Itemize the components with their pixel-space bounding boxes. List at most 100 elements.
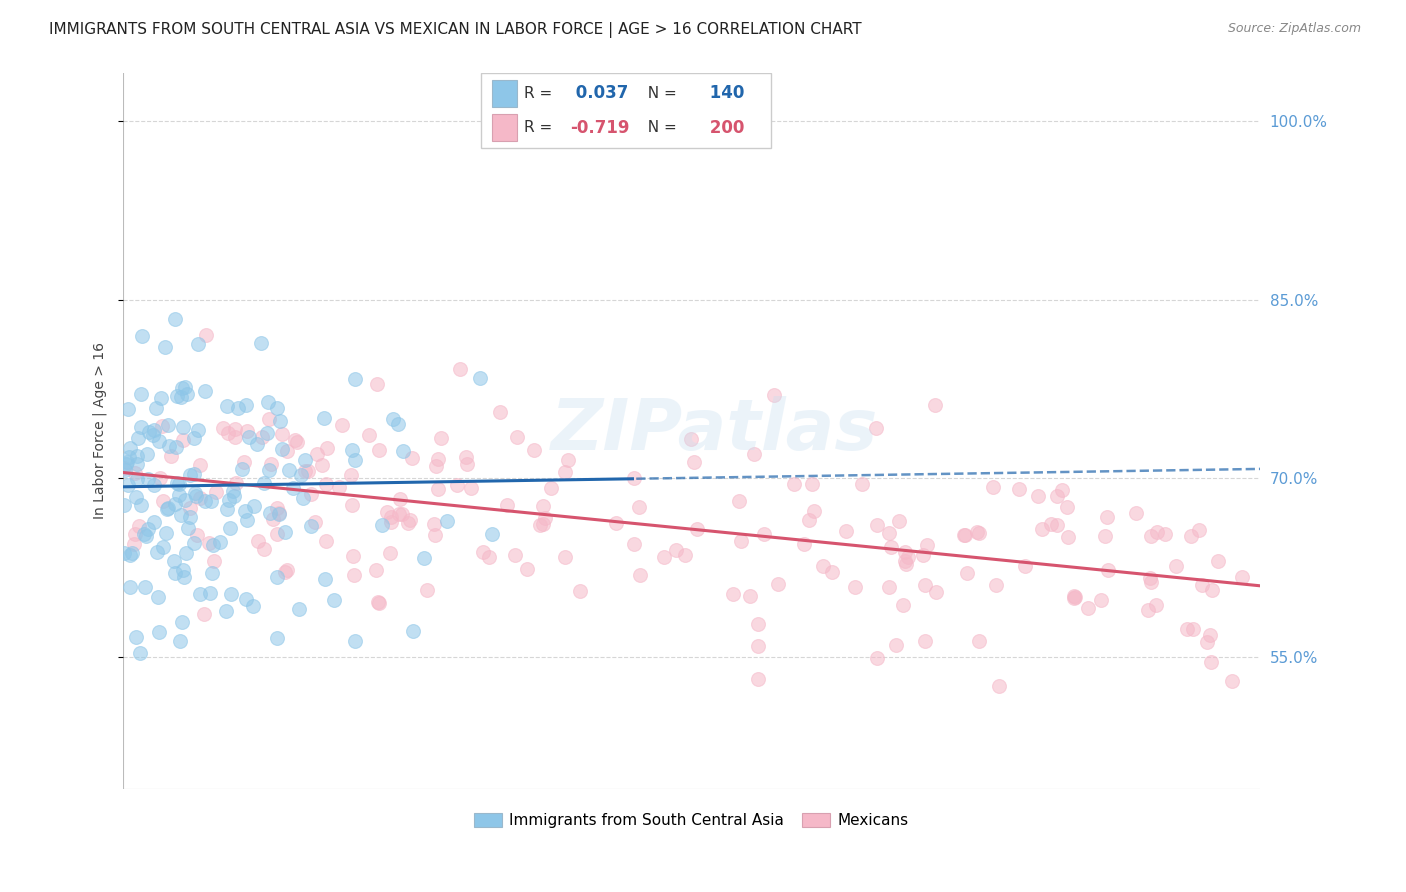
Point — [1063, 590, 1085, 604]
Point — [375, 505, 398, 519]
Point — [122, 536, 145, 550]
Point — [129, 498, 152, 512]
Point — [821, 565, 844, 579]
Point — [156, 501, 179, 516]
Point — [188, 587, 211, 601]
Point — [212, 421, 235, 435]
Point — [844, 580, 866, 594]
Point — [762, 388, 785, 402]
Point — [160, 449, 183, 463]
Point — [297, 464, 319, 478]
Point — [1146, 524, 1168, 539]
Point — [1166, 558, 1188, 573]
Point — [851, 476, 873, 491]
Point — [169, 633, 191, 648]
Point — [914, 578, 936, 592]
Point — [533, 511, 555, 525]
Point — [478, 550, 501, 565]
Point — [531, 516, 554, 531]
Point — [969, 634, 991, 648]
Bar — [492, 79, 517, 107]
Point — [1050, 483, 1073, 498]
Point — [966, 524, 988, 539]
Point — [340, 498, 363, 512]
Point — [283, 481, 305, 495]
Point — [673, 548, 696, 562]
Point — [865, 421, 887, 435]
Point — [304, 515, 326, 529]
Point — [156, 417, 179, 432]
Point — [149, 392, 172, 406]
Point — [1057, 530, 1080, 544]
Point — [242, 499, 264, 513]
Point — [257, 463, 280, 477]
Point — [1095, 509, 1118, 524]
Text: ZIPatlas: ZIPatlas — [551, 396, 877, 466]
Point — [343, 372, 366, 386]
Point — [112, 461, 135, 475]
Point — [146, 545, 169, 559]
Point — [449, 362, 471, 376]
Point — [342, 549, 364, 563]
Point — [370, 518, 392, 533]
Point — [218, 521, 240, 535]
Point — [1188, 523, 1211, 537]
Point — [200, 566, 222, 580]
Point — [366, 377, 388, 392]
Point — [157, 440, 180, 454]
Point — [135, 529, 157, 543]
Point — [266, 569, 288, 583]
Point — [285, 434, 308, 449]
Point — [468, 370, 491, 384]
Point — [117, 478, 139, 492]
Point — [266, 401, 288, 416]
Point — [187, 337, 209, 351]
Point — [125, 450, 148, 464]
Point — [1046, 489, 1069, 503]
Point — [172, 381, 194, 395]
Point — [1220, 674, 1243, 689]
Bar — [492, 114, 517, 142]
Point — [177, 520, 200, 534]
Point — [623, 537, 645, 551]
Point — [915, 537, 938, 551]
Point — [416, 582, 439, 597]
Point — [148, 591, 170, 605]
Point — [183, 536, 205, 550]
Point — [163, 566, 186, 580]
Point — [145, 401, 167, 416]
Point — [294, 464, 316, 478]
Point — [257, 411, 280, 425]
Point — [568, 584, 591, 599]
Point — [274, 566, 297, 580]
Point — [233, 455, 256, 469]
Point — [225, 475, 247, 490]
Point — [233, 503, 256, 517]
Point — [1040, 517, 1063, 532]
Point — [226, 401, 249, 415]
Point — [172, 433, 194, 447]
Point — [198, 586, 221, 600]
Point — [322, 593, 344, 607]
Point — [1180, 529, 1202, 543]
Point — [136, 472, 159, 486]
Point — [136, 447, 159, 461]
Point — [187, 423, 209, 437]
Point — [218, 493, 240, 508]
Point — [801, 477, 824, 491]
Point — [266, 527, 288, 541]
Point — [531, 499, 554, 513]
Point — [143, 516, 166, 530]
Point — [446, 478, 468, 492]
Point — [398, 516, 420, 531]
Point — [367, 595, 389, 609]
Point — [179, 468, 201, 483]
Point — [250, 336, 273, 351]
Point — [399, 513, 422, 527]
Point — [224, 422, 246, 436]
Point — [115, 457, 138, 471]
Text: 0.037: 0.037 — [569, 84, 628, 103]
Point — [163, 554, 186, 568]
Point — [125, 490, 148, 504]
Point — [893, 554, 915, 568]
